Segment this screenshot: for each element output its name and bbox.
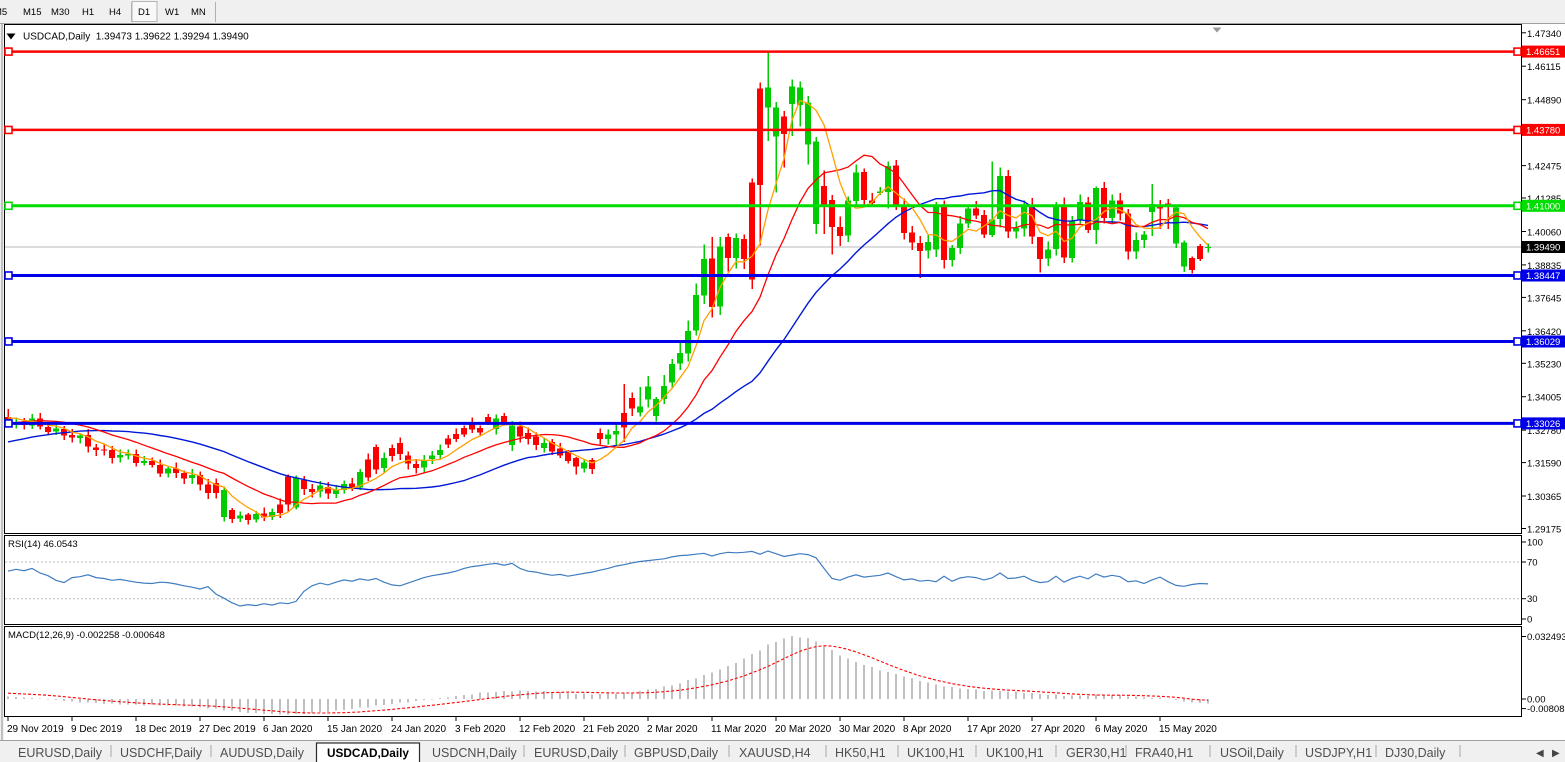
- svg-text:1.42475: 1.42475: [1527, 162, 1561, 173]
- svg-text:21 Feb 2020: 21 Feb 2020: [583, 724, 640, 735]
- svg-text:0: 0: [1527, 615, 1532, 626]
- svg-text:USDJPY,H1: USDJPY,H1: [1305, 746, 1372, 760]
- svg-text:H1: H1: [82, 7, 94, 18]
- svg-text:3 Feb 2020: 3 Feb 2020: [455, 724, 506, 735]
- svg-text:27 Apr 2020: 27 Apr 2020: [1031, 724, 1085, 735]
- svg-text:1.43780: 1.43780: [1526, 125, 1560, 136]
- svg-text:H4: H4: [109, 7, 121, 18]
- svg-text:MN: MN: [191, 7, 206, 18]
- svg-text:1.40060: 1.40060: [1527, 228, 1561, 239]
- svg-text:20 Mar 2020: 20 Mar 2020: [775, 724, 832, 735]
- svg-text:6 Jan 2020: 6 Jan 2020: [263, 724, 313, 735]
- svg-text:UK100,H1: UK100,H1: [986, 746, 1044, 760]
- svg-text:1.32780: 1.32780: [1527, 426, 1561, 437]
- svg-text:1.31590: 1.31590: [1527, 459, 1561, 470]
- svg-text:◀: ◀: [1536, 748, 1544, 759]
- svg-text:HK50,H1: HK50,H1: [835, 746, 886, 760]
- svg-text:USDCAD,Daily 1.39473 1.39622: USDCAD,Daily 1.39473 1.39622 1.39294 1.3…: [23, 32, 249, 43]
- svg-text:W1: W1: [165, 7, 179, 18]
- svg-text:1.46651: 1.46651: [1526, 47, 1560, 58]
- svg-text:M15: M15: [23, 7, 41, 18]
- svg-text:DJ30,Daily: DJ30,Daily: [1385, 746, 1446, 760]
- svg-text:AUDUSD,Daily: AUDUSD,Daily: [220, 746, 305, 760]
- svg-text:XAUUSD,H4: XAUUSD,H4: [739, 746, 811, 760]
- svg-text:24 Jan 2020: 24 Jan 2020: [391, 724, 446, 735]
- svg-text:30 Mar 2020: 30 Mar 2020: [839, 724, 896, 735]
- svg-text:1.36029: 1.36029: [1526, 337, 1560, 348]
- svg-text:9 Dec 2019: 9 Dec 2019: [71, 724, 123, 735]
- svg-text:1.47340: 1.47340: [1527, 29, 1561, 40]
- svg-text:1.38447: 1.38447: [1526, 271, 1560, 282]
- svg-text:1.36420: 1.36420: [1527, 327, 1561, 338]
- svg-text:USOil,Daily: USOil,Daily: [1220, 746, 1285, 760]
- svg-text:1.30365: 1.30365: [1527, 492, 1561, 503]
- svg-text:15 Jan 2020: 15 Jan 2020: [327, 724, 382, 735]
- svg-text:▶: ▶: [1552, 748, 1560, 759]
- svg-text:1.39490: 1.39490: [1526, 243, 1560, 254]
- svg-text:30: 30: [1527, 594, 1538, 605]
- svg-text:100: 100: [1527, 538, 1543, 549]
- svg-text:6 May 2020: 6 May 2020: [1095, 724, 1148, 735]
- svg-text:1.33026: 1.33026: [1526, 419, 1560, 430]
- svg-text:1.34005: 1.34005: [1527, 393, 1561, 404]
- svg-text:USDCAD,Daily: USDCAD,Daily: [327, 746, 409, 760]
- svg-text:0.032493: 0.032493: [1527, 632, 1565, 643]
- svg-text:GBPUSD,Daily: GBPUSD,Daily: [634, 746, 719, 760]
- svg-text:8 Apr 2020: 8 Apr 2020: [903, 724, 952, 735]
- svg-text:1.35230: 1.35230: [1527, 359, 1561, 370]
- svg-text:GER30,H1: GER30,H1: [1066, 746, 1126, 760]
- svg-text:11 Mar 2020: 11 Mar 2020: [711, 724, 767, 735]
- svg-text:1.38835: 1.38835: [1527, 261, 1561, 272]
- svg-text:1.29175: 1.29175: [1527, 525, 1561, 536]
- svg-text:12 Feb 2020: 12 Feb 2020: [519, 724, 576, 735]
- svg-text:1.44890: 1.44890: [1527, 96, 1561, 107]
- svg-text:18 Dec 2019: 18 Dec 2019: [135, 724, 192, 735]
- svg-text:0.00: 0.00: [1527, 695, 1546, 706]
- svg-text:70: 70: [1527, 558, 1538, 569]
- svg-text:17 Apr 2020: 17 Apr 2020: [967, 724, 1021, 735]
- svg-text:15 May 2020: 15 May 2020: [1159, 724, 1217, 735]
- svg-text:UK100,H1: UK100,H1: [907, 746, 965, 760]
- svg-text:1.46115: 1.46115: [1527, 62, 1561, 73]
- svg-text:USDCHF,Daily: USDCHF,Daily: [120, 746, 203, 760]
- svg-text:MACD(12,26,9) -0.002258 -0.000: MACD(12,26,9) -0.002258 -0.000648: [8, 630, 165, 641]
- svg-text:M30: M30: [51, 7, 69, 18]
- svg-text:EURUSD,Daily: EURUSD,Daily: [534, 746, 619, 760]
- svg-text:M5: M5: [0, 7, 7, 18]
- svg-text:27 Dec 2019: 27 Dec 2019: [199, 724, 256, 735]
- svg-text:D1: D1: [138, 7, 150, 18]
- svg-text:2 Mar 2020: 2 Mar 2020: [647, 724, 698, 735]
- svg-text:29 Nov 2019: 29 Nov 2019: [7, 724, 64, 735]
- svg-text:-0.008086: -0.008086: [1527, 704, 1565, 715]
- svg-text:1.37645: 1.37645: [1527, 293, 1561, 304]
- svg-text:1.41000: 1.41000: [1526, 201, 1560, 212]
- svg-text:USDCNH,Daily: USDCNH,Daily: [432, 746, 517, 760]
- svg-text:RSI(14) 46.0543: RSI(14) 46.0543: [8, 539, 78, 550]
- svg-text:EURUSD,Daily: EURUSD,Daily: [18, 746, 103, 760]
- svg-text:1.41285: 1.41285: [1527, 194, 1561, 205]
- svg-text:FRA40,H1: FRA40,H1: [1135, 746, 1193, 760]
